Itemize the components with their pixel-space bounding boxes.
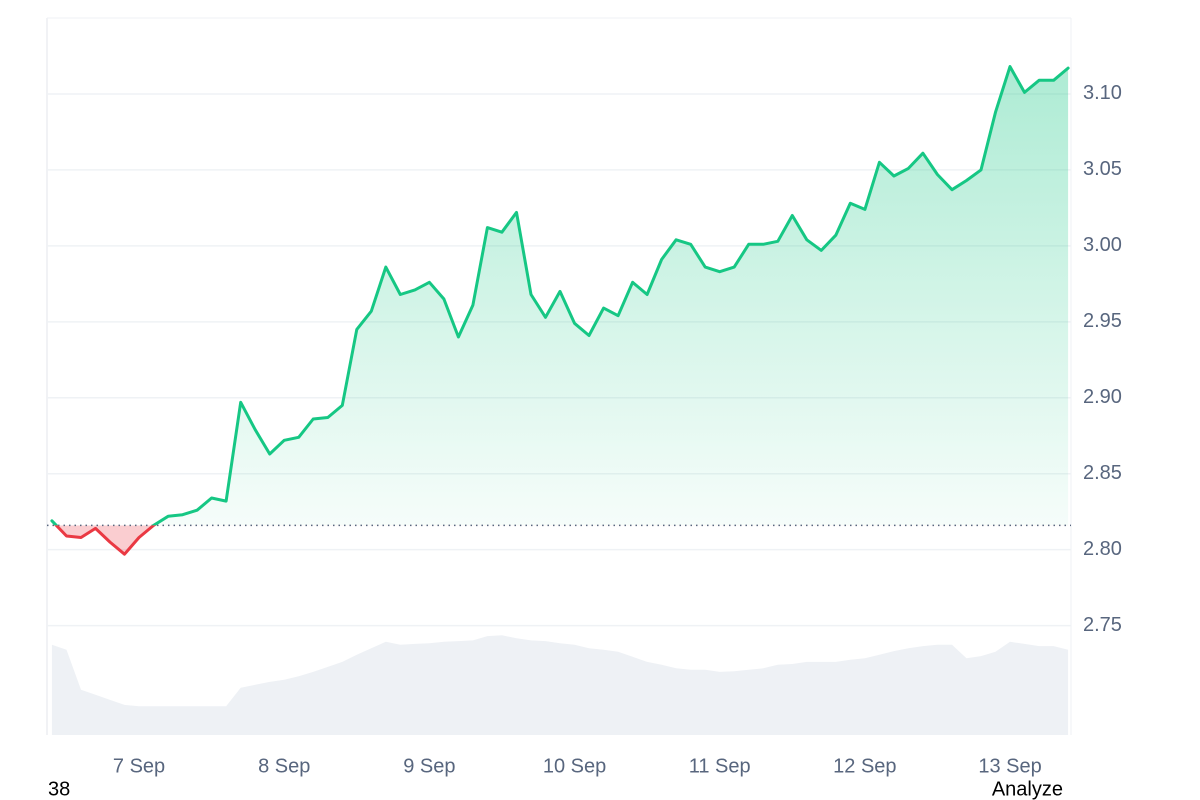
x-tick-label: 8 Sep bbox=[258, 755, 310, 777]
x-tick-label: 11 Sep bbox=[689, 755, 751, 777]
x-tick-label: 13 Sep bbox=[978, 755, 1041, 777]
x-tick-label: 9 Sep bbox=[403, 755, 455, 777]
y-tick-label: 2.75 bbox=[1083, 614, 1122, 636]
y-tick-label: 3.10 bbox=[1083, 82, 1122, 104]
price-line-up bbox=[50, 65, 1070, 526]
y-tick-label: 2.80 bbox=[1083, 538, 1122, 560]
volume-area bbox=[51, 635, 1069, 735]
y-tick-label: 2.95 bbox=[1083, 310, 1122, 332]
y-tick-label: 2.90 bbox=[1083, 386, 1122, 408]
x-tick-label: 10 Sep bbox=[543, 755, 606, 777]
y-tick-label: 3.00 bbox=[1083, 234, 1122, 256]
x-tick-label: 7 Sep bbox=[113, 755, 165, 777]
y-tick-label: 2.85 bbox=[1083, 462, 1122, 484]
y-tick-label: 3.05 bbox=[1083, 158, 1122, 180]
footer-right[interactable]: Analyze bbox=[992, 778, 1063, 800]
footer-left: 38 bbox=[48, 778, 70, 800]
front-layer: 2.75 2.80 2.85 2.90 2.95 3.00 3.05 3.10 7 Sep 8 S… bbox=[47, 65, 1122, 777]
x-tick-label: 12 Sep bbox=[833, 755, 896, 777]
price-area-up bbox=[51, 66, 1069, 526]
